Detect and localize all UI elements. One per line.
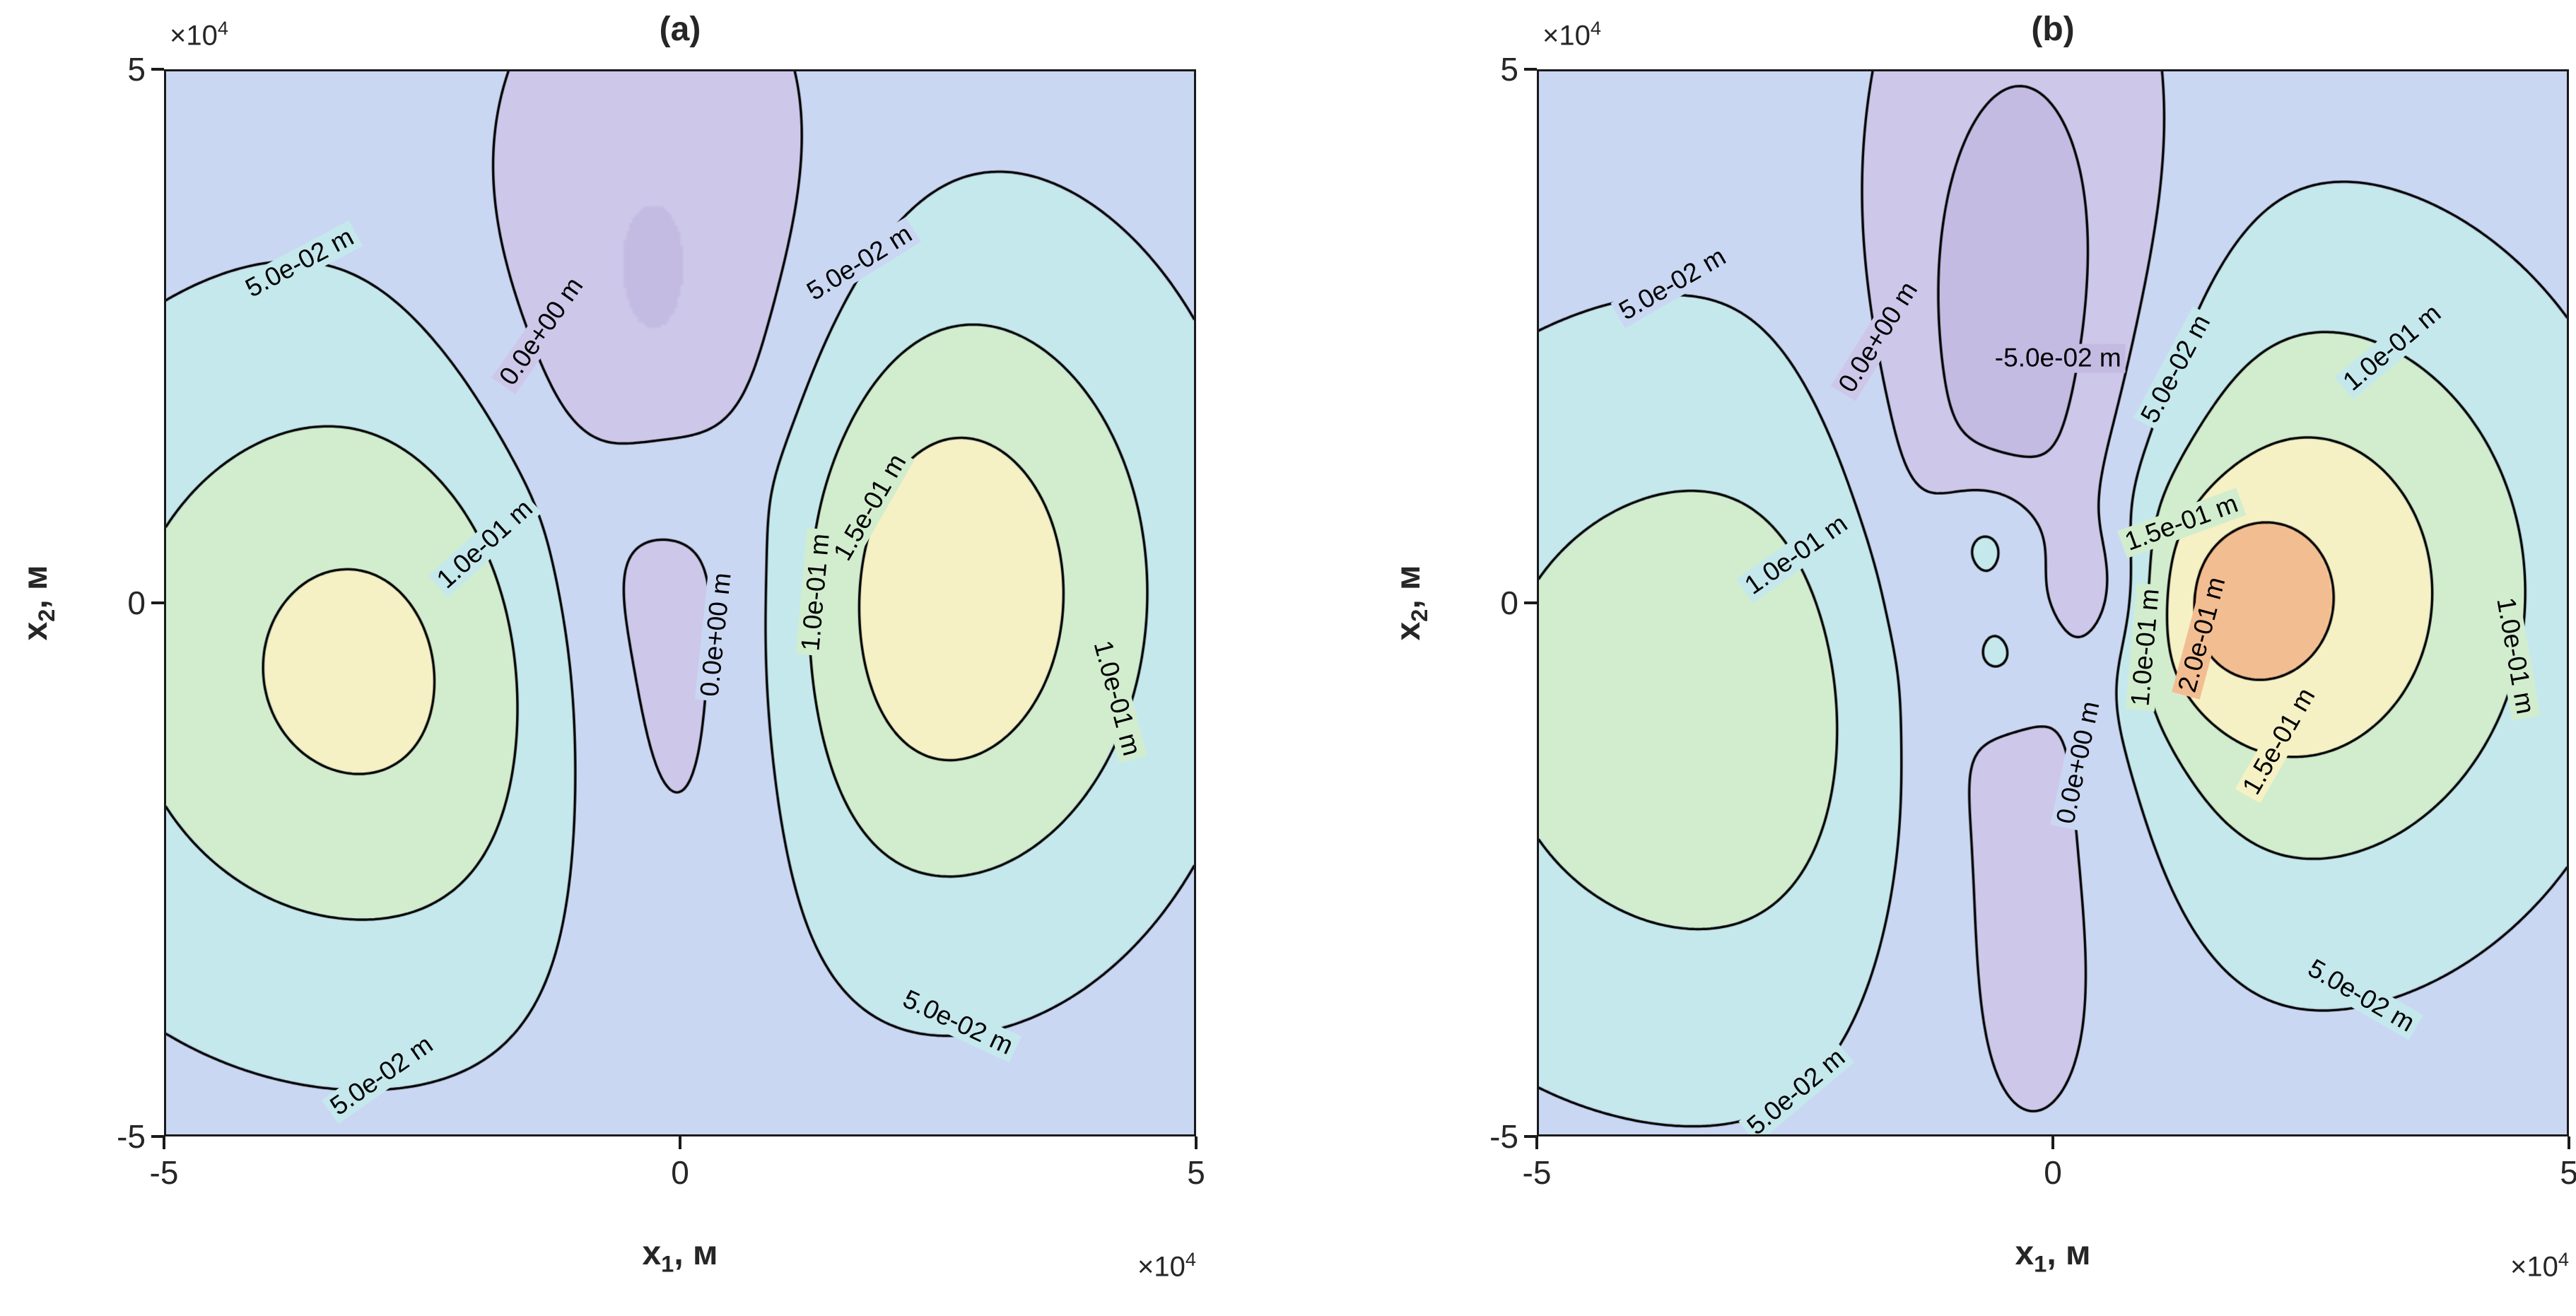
x-tick-label: 0 — [2044, 1154, 2062, 1191]
contour-label: 0.0e+00 m — [694, 567, 738, 703]
contour-plot: 5.0e-02 m 0.0e+00 m 5.0e-02 m 1.0e-01 m 1.5e… — [164, 69, 1196, 1136]
contour-label: 1.0e-01 m — [2490, 591, 2541, 721]
contour-label: 5.0e-02 m — [2133, 306, 2219, 432]
contour-label: 2.0e-01 m — [2171, 570, 2232, 700]
x-tick-label: 5 — [1187, 1154, 1205, 1191]
contour-label: 5.0e-02 m — [2299, 952, 2423, 1040]
contour-label: 1.5e-01 m — [2235, 678, 2324, 804]
y-tick-mark — [1524, 601, 1537, 604]
x-label-symbol: x — [2015, 1235, 2035, 1272]
y-tick-mark — [151, 1135, 164, 1138]
exponent-base: ×10 — [2510, 1251, 2558, 1283]
contour-label: 5.0e-02 m — [1610, 240, 1735, 329]
contour-label: 0.0e+00 m — [491, 269, 592, 395]
contour-plot: 5.0e-02 m 0.0e+00 m -5.0e-02 m 5.0e-02 m 1.0… — [1537, 69, 2569, 1136]
y-tick-label: 0 — [1500, 584, 1518, 621]
x-tick-mark — [2568, 1136, 2570, 1149]
y-tick-mark — [151, 68, 164, 71]
contour-label: 5.0e-02 m — [798, 217, 921, 309]
y-axis-exponent: ×104 — [1542, 17, 1601, 52]
contour-label: 5.0e-02 m — [1738, 1040, 1854, 1134]
x-tick-label: -5 — [149, 1154, 179, 1191]
contour-label: 1.0e-01 m — [1735, 507, 1856, 604]
y-tick-mark — [1524, 68, 1537, 71]
y-tick-label: 5 — [127, 51, 146, 88]
x-tick-mark — [1195, 1136, 1198, 1149]
y-tick-mark — [1524, 1135, 1537, 1138]
exponent-power: 4 — [1590, 17, 1601, 39]
x-label-unit: , м — [2047, 1235, 2091, 1272]
x-label-symbol: x — [642, 1235, 662, 1272]
panel-title: (a) — [659, 11, 701, 48]
y-tick-label: 0 — [127, 584, 146, 621]
exponent-base: ×10 — [1137, 1251, 1185, 1283]
contour-label: 5.0e-02 m — [894, 982, 1021, 1063]
x-tick-mark — [163, 1136, 165, 1149]
contour-label: 1.5e-01 m — [2117, 488, 2246, 558]
x-label-unit: , м — [674, 1235, 718, 1272]
y-tick-label: 5 — [1500, 51, 1518, 88]
y-axis-exponent: ×104 — [170, 17, 228, 52]
exponent-power: 4 — [1185, 1248, 1196, 1270]
contour-label: 1.0e-01 m — [795, 528, 836, 657]
contour-label: 0.0e+00 m — [1830, 273, 1926, 401]
panel-b: (b) ×104 x2, м 5.0e-02 m 0.0e+00 m -5.0e-0… — [1390, 11, 2576, 1282]
contour-label: 1.0e-01 m — [1087, 633, 1147, 763]
contour-label: 1.5e-01 m — [826, 445, 915, 570]
x-tick-mark — [2051, 1136, 2054, 1149]
y-axis-label: x2, м — [16, 565, 60, 640]
x-label-subscript: 1 — [2034, 1250, 2047, 1277]
y-tick-label: -5 — [1489, 1118, 1518, 1155]
x-axis-label: x1, м — [164, 1234, 1196, 1278]
panel-title: (b) — [2031, 11, 2075, 48]
contour-label: 1.0e-01 m — [428, 491, 541, 598]
contour-labels-layer: 5.0e-02 m 0.0e+00 m -5.0e-02 m 5.0e-02 m 1.0… — [1539, 71, 2567, 1134]
contour-label: 0.0e+00 m — [2050, 694, 2107, 830]
x-tick-mark — [679, 1136, 681, 1149]
y-label-unit: , м — [1390, 565, 1428, 609]
x-tick-label: 5 — [2560, 1154, 2576, 1191]
x-axis-exponent: ×104 — [2510, 1248, 2569, 1283]
exponent-power: 4 — [217, 17, 228, 39]
contour-label: 5.0e-02 m — [237, 220, 363, 305]
contour-label: 1.0e-01 m — [2125, 583, 2165, 712]
x-axis-label: x1, м — [1537, 1234, 2569, 1278]
contour-labels-layer: 5.0e-02 m 0.0e+00 m 5.0e-02 m 1.0e-01 m 1.5e… — [166, 71, 1194, 1134]
exponent-base: ×10 — [1542, 20, 1591, 52]
x-label-subscript: 1 — [661, 1250, 674, 1277]
y-label-unit: , м — [17, 565, 55, 609]
x-tick-label: -5 — [1522, 1154, 1552, 1191]
y-label-symbol: x — [1390, 621, 1428, 641]
contour-label: -5.0e-02 m — [1990, 343, 2126, 373]
contour-label: 5.0e-02 m — [322, 1028, 443, 1124]
y-label-symbol: x — [17, 621, 55, 641]
y-tick-mark — [151, 601, 164, 604]
x-tick-mark — [1535, 1136, 1538, 1149]
exponent-power: 4 — [2558, 1248, 2569, 1270]
exponent-base: ×10 — [170, 20, 218, 52]
panel-a: (a) ×104 x2, м 5.0e-02 m 0.0e+00 m 5.0e-02… — [17, 11, 1205, 1282]
y-axis-label: x2, м — [1389, 565, 1433, 640]
contour-label: 1.0e-01 m — [2334, 295, 2450, 400]
x-tick-label: 0 — [671, 1154, 689, 1191]
y-label-subscript: 2 — [1405, 609, 1432, 622]
y-label-subscript: 2 — [33, 609, 59, 622]
x-axis-exponent: ×104 — [1137, 1248, 1196, 1283]
y-tick-label: -5 — [117, 1118, 146, 1155]
